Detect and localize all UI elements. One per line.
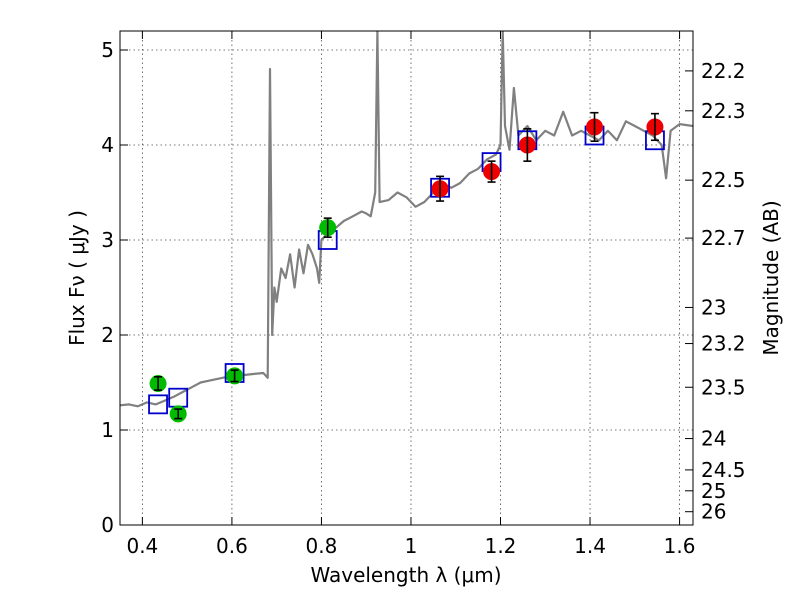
y2-tick-label: 23.2 (701, 332, 746, 356)
y2-tick-label: 23.5 (701, 375, 746, 399)
x-tick-label: 0.6 (216, 534, 248, 558)
x-tick-label: 0.4 (126, 534, 158, 558)
y-tick-label: 1 (101, 418, 114, 442)
plot-background (120, 31, 693, 525)
x-axis-label: Wavelength λ (μm) (310, 563, 501, 587)
y-axis-label: Flux Fν ( μJy ) (65, 210, 89, 346)
model-photometry-square (148, 394, 168, 415)
y2-tick-label: 25 (701, 479, 726, 503)
plot-frame (119, 30, 694, 526)
y-tick-label: 3 (101, 228, 114, 252)
y2-tick-label: 24 (701, 427, 726, 451)
x-tick-label: 1.6 (664, 534, 696, 558)
y-tick-label: 2 (101, 323, 114, 347)
y2-tick-label: 22.7 (701, 226, 746, 250)
y2-tick-label: 22.5 (701, 168, 746, 192)
y2-axis-label: Magnitude (AB) (759, 200, 783, 355)
data-layer (120, 31, 693, 423)
y2-tick-label: 22.3 (701, 99, 746, 123)
ticks: 0.4 0.6 0.8 1 1.2 1.4 1.601234522.222.322.522.… (101, 31, 746, 558)
y2-tick-label: 24.5 (701, 458, 746, 482)
x-tick-label: 1 (405, 534, 418, 558)
y2-tick-label: 26 (701, 500, 726, 524)
x-tick-label: 1.4 (574, 534, 606, 558)
x-tick-label: 0.8 (306, 534, 338, 558)
y-tick-label: 4 (101, 133, 114, 157)
y2-tick-label: 22.2 (701, 59, 746, 83)
x-tick-label: 1.2 (485, 534, 517, 558)
y-tick-label: 0 (101, 513, 114, 537)
y-tick-label: 5 (101, 38, 114, 62)
y2-tick-label: 23 (701, 295, 726, 319)
